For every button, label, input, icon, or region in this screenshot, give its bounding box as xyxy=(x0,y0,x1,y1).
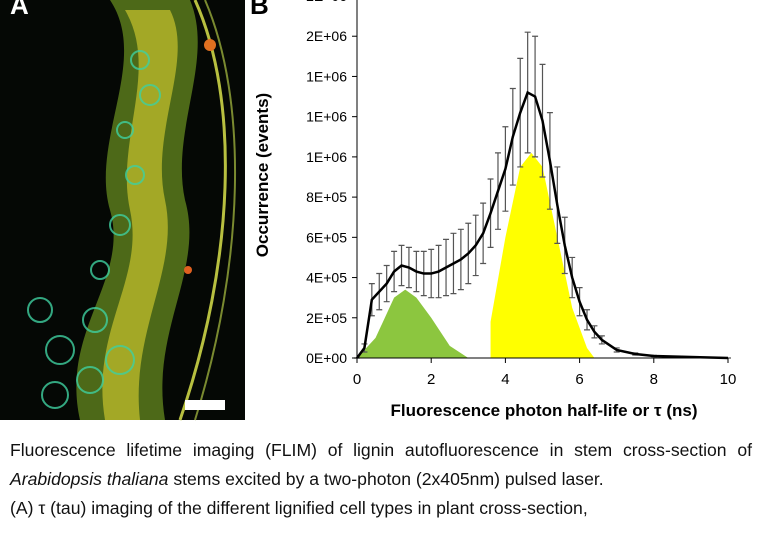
y-tick-label: 2E+06 xyxy=(306,28,347,44)
x-tick-label: 8 xyxy=(650,371,658,388)
micrograph xyxy=(0,0,245,421)
mean-line xyxy=(355,90,729,360)
x-tick-label: 10 xyxy=(720,371,737,388)
y-tick-label: 4E+05 xyxy=(306,270,347,286)
x-tick-label: 4 xyxy=(501,371,509,388)
caption-species: Arabidopsis thaliana xyxy=(10,469,169,489)
y-tick-label: 1E+06 xyxy=(306,109,347,125)
caption-text: Fluorescence lifetime imaging (FLIM) of … xyxy=(10,440,752,460)
x-tick-label: 6 xyxy=(575,371,583,388)
y-tick-label: 2E+05 xyxy=(306,310,347,326)
caption: Fluorescence lifetime imaging (FLIM) of … xyxy=(10,436,752,523)
lifetime-area xyxy=(490,152,595,358)
y-tick-label: 1E+06 xyxy=(306,68,347,84)
y-tick-label: 8E+05 xyxy=(306,189,347,205)
figure: A B Occurrence (events) Fluorescence pho… xyxy=(0,0,737,421)
lifetime-area xyxy=(357,289,469,358)
y-tick-label: 1E+06 xyxy=(306,149,347,165)
caption-text: stems excited by a two-photon (2x405nm) … xyxy=(168,469,604,489)
y-tick-label: 0E+00 xyxy=(306,350,347,366)
x-tick-label: 0 xyxy=(353,371,361,388)
y-tick-label: 2E+06 xyxy=(306,0,347,4)
x-tick-label: 2 xyxy=(427,371,435,388)
caption-paragraph: (A) τ (tau) imaging of the different lig… xyxy=(10,498,588,518)
panel-label: B xyxy=(250,0,269,20)
caption-paragraph: Fluorescence lifetime imaging (FLIM) of … xyxy=(10,436,752,494)
panel-label: A xyxy=(10,0,29,20)
x-axis-label: Fluorescence photon half-life or τ (ns) xyxy=(391,401,698,420)
y-axis-label: Occurrence (events) xyxy=(253,93,272,257)
y-tick-label: 6E+05 xyxy=(306,229,347,245)
